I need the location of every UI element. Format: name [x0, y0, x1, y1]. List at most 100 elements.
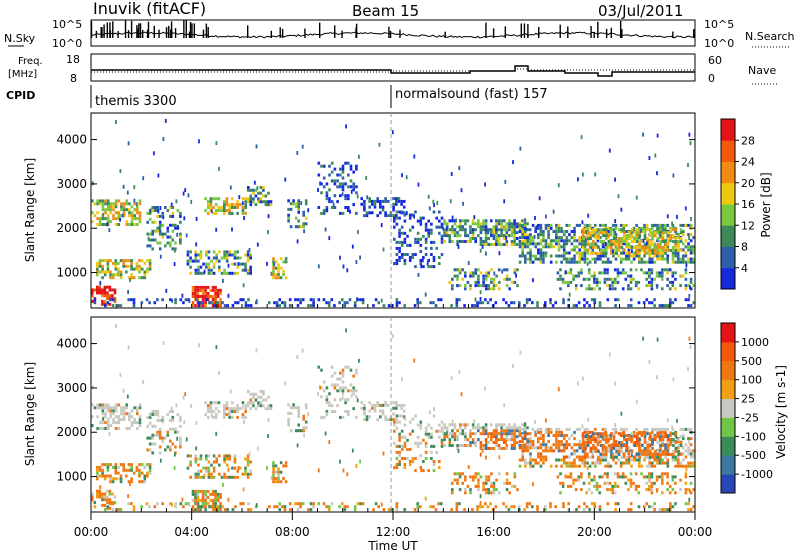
velocity-cell	[274, 470, 278, 474]
velocity-cell	[648, 449, 652, 453]
velocity-cell	[464, 423, 467, 427]
power-cell	[637, 301, 641, 305]
power-cell	[106, 199, 110, 203]
power-cell	[594, 257, 597, 261]
velocity-cell	[586, 438, 590, 442]
velocity-cell	[249, 401, 253, 405]
velocity-cell	[219, 496, 222, 499]
velocity-cell	[249, 407, 253, 411]
power-cell	[427, 194, 430, 199]
power-cell	[194, 271, 198, 275]
power-cell	[479, 231, 483, 235]
velocity-cell	[437, 502, 440, 506]
power-cell	[544, 226, 548, 230]
velocity-cell	[666, 472, 669, 476]
power-cell	[196, 292, 200, 295]
power-cell	[138, 214, 142, 218]
velocity-cell	[194, 454, 198, 458]
power-cell	[98, 217, 102, 221]
velocity-cell	[623, 444, 626, 447]
power-cell	[474, 271, 477, 276]
velocity-cell	[464, 435, 467, 439]
power-cell	[555, 242, 558, 246]
velocity-cell	[612, 432, 616, 436]
velocity-cell	[432, 469, 436, 473]
velocity-cell	[656, 449, 660, 453]
velocity-cell	[586, 430, 589, 434]
velocity-cell	[159, 458, 162, 463]
velocity-cell	[666, 427, 670, 431]
velocity-cell	[471, 478, 475, 482]
velocity-cell	[456, 472, 459, 476]
power-cell	[448, 234, 452, 238]
velocity-cell	[611, 491, 614, 495]
power-cell	[302, 210, 305, 214]
power-cell	[403, 304, 406, 308]
power-cell	[363, 205, 366, 209]
power-cell	[479, 297, 482, 301]
velocity-cell	[355, 415, 358, 419]
velocity-cell	[262, 392, 265, 396]
power-cell	[440, 253, 444, 256]
velocity-cell	[658, 508, 662, 512]
velocity-cell	[304, 403, 308, 407]
power-cell	[133, 198, 136, 203]
velocity-cell	[249, 392, 253, 396]
velocity-cell	[628, 435, 631, 439]
power-cell	[236, 203, 239, 207]
power-cell	[275, 304, 279, 308]
velocity-cell	[93, 505, 97, 509]
velocity-cell	[629, 502, 633, 506]
power-cell	[279, 257, 283, 261]
velocity-cell	[599, 452, 603, 456]
power-cell	[223, 271, 226, 275]
power-cell	[689, 251, 693, 255]
velocity-cell	[495, 429, 498, 433]
power-cell	[484, 228, 488, 232]
power-cell	[440, 222, 444, 226]
velocity-cell	[244, 472, 247, 476]
velocity-cell	[197, 463, 200, 467]
velocity-cell	[651, 447, 654, 450]
velocity-cell	[627, 478, 630, 482]
power-cell	[646, 228, 649, 232]
velocity-cell	[482, 488, 485, 492]
power-cell	[641, 228, 644, 232]
power-cell	[161, 211, 165, 215]
freq-line	[91, 65, 695, 77]
velocity-cell	[201, 496, 205, 499]
power-cell	[531, 260, 535, 264]
velocity-cell	[605, 455, 608, 459]
velocity-cell	[463, 508, 466, 512]
velocity-cell	[583, 502, 586, 506]
velocity-cell	[513, 444, 516, 447]
power-cell	[498, 287, 501, 291]
velocity-cell	[443, 432, 446, 436]
velocity-cell	[109, 424, 113, 428]
velocity-cell	[419, 423, 423, 427]
power-cell	[292, 199, 295, 203]
power-cell	[140, 259, 144, 263]
velocity-cell	[341, 380, 345, 384]
power-cell	[236, 265, 239, 269]
power-cell	[120, 205, 123, 209]
velocity-cell	[103, 474, 107, 478]
velocity-cell	[244, 407, 247, 411]
velocity-cell	[194, 460, 198, 464]
velocity-cell	[671, 455, 675, 459]
power-cell	[304, 199, 308, 203]
power-cell	[215, 253, 218, 257]
velocity-cell	[212, 475, 216, 479]
velocity-cell	[157, 413, 160, 418]
power-cell	[601, 242, 605, 246]
power-cell	[381, 205, 385, 209]
power-cell	[635, 254, 638, 258]
velocity-cell	[561, 484, 565, 488]
velocity-cell	[393, 420, 396, 424]
power-cell	[531, 301, 534, 305]
power-cell	[206, 211, 210, 215]
velocity-cell	[605, 432, 608, 436]
power-cell	[601, 260, 605, 264]
velocity-cell	[151, 413, 154, 416]
power-cell	[325, 191, 329, 195]
